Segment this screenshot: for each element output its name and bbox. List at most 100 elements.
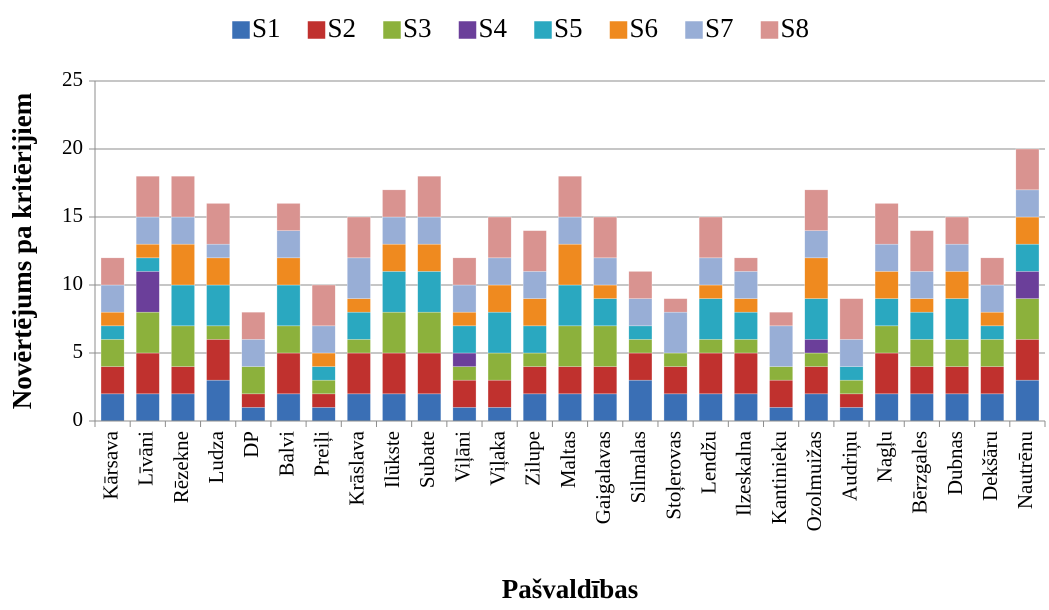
legend-swatch	[684, 20, 704, 40]
bar-segment	[487, 379, 512, 408]
x-tick-label: Stoļerovas	[661, 431, 685, 520]
bar-segment	[522, 271, 547, 299]
bar-segment	[945, 366, 969, 395]
bar-segment	[698, 339, 723, 354]
bar-segment	[522, 325, 547, 354]
bar-segment	[804, 298, 829, 340]
x-tick-label: Līvāni	[134, 431, 158, 486]
bar-segment	[874, 271, 899, 299]
bar-segment	[839, 407, 864, 422]
bar-segment	[346, 257, 371, 299]
bar-segment	[909, 393, 934, 422]
bar-segment	[804, 257, 829, 299]
bar-segment	[487, 311, 512, 354]
bar-segment	[346, 298, 371, 313]
legend-label: S2	[328, 13, 357, 43]
bar-segment	[663, 366, 688, 395]
bar-segment	[311, 352, 336, 367]
bar-segment	[452, 325, 477, 354]
legend-swatch	[231, 20, 251, 40]
legend-label: S4	[479, 13, 508, 43]
bar-segment	[311, 325, 336, 354]
bar-segment	[171, 243, 195, 286]
bar-segment	[734, 311, 758, 340]
bar-segment	[311, 284, 336, 327]
bar-segment	[945, 216, 969, 245]
legend-label: S7	[705, 13, 734, 43]
bar-segment	[980, 257, 1005, 286]
x-tick-label: Ludza	[204, 430, 228, 483]
bar-segment	[945, 298, 969, 340]
x-tick-label: Krāslava	[345, 430, 369, 505]
bar-segment	[382, 311, 406, 354]
y-tick-label: 20	[62, 135, 83, 159]
bar-segment	[945, 393, 969, 422]
bar-segment	[206, 243, 231, 259]
legend-label: S1	[252, 13, 281, 43]
bar-segment	[135, 271, 160, 313]
x-tick-label: Bērzgales	[908, 431, 932, 514]
x-tick-label: Silmalas	[626, 431, 650, 503]
bar-segment	[734, 257, 758, 272]
bar-segment	[734, 271, 758, 299]
bar-segment	[417, 271, 442, 313]
x-tick-label: DP	[239, 431, 263, 458]
bar-segment	[241, 366, 266, 395]
legend-label: S6	[630, 13, 659, 43]
bar-segment	[804, 393, 829, 422]
bar-segment	[171, 216, 195, 245]
bar-segment	[1015, 216, 1040, 245]
bar-segment	[980, 325, 1005, 340]
bar-segment	[100, 257, 125, 286]
bar-segment	[100, 311, 125, 327]
y-tick-label: 15	[62, 203, 83, 227]
bar-segment	[522, 230, 547, 272]
bar-segment	[171, 366, 195, 395]
bar-segment	[487, 216, 512, 259]
bar-segment	[698, 284, 723, 299]
x-tick-label: Preiļi	[310, 431, 334, 477]
bar-segment	[839, 298, 864, 340]
bar-segment	[558, 393, 582, 422]
bar-segment	[522, 393, 547, 422]
bar-segment	[628, 352, 653, 381]
bar-segment	[593, 257, 618, 286]
bar-segment	[100, 366, 125, 395]
bar-segment	[593, 325, 618, 367]
bar-segment	[734, 393, 758, 422]
bar-segment	[909, 271, 934, 299]
bar-segment	[698, 352, 723, 395]
bar-segment	[417, 352, 442, 395]
bar-segment	[980, 366, 1005, 395]
bar-segment	[417, 243, 442, 272]
bar-segment	[346, 339, 371, 354]
bar-segment	[100, 393, 125, 422]
x-tick-label: Kārsava	[98, 430, 122, 499]
bar-segment	[487, 407, 512, 422]
bar-segment	[452, 366, 477, 381]
bar-segment	[1015, 189, 1040, 218]
bar-segment	[980, 393, 1005, 422]
legend-label: S3	[403, 13, 432, 43]
bar-segment	[346, 311, 371, 340]
bar-segment	[417, 216, 442, 245]
bar-segment	[382, 216, 406, 245]
bar-segment	[769, 325, 794, 367]
bar-segment	[593, 393, 618, 422]
bar-segment	[346, 352, 371, 395]
bar-segment	[346, 393, 371, 422]
bar-segment	[135, 175, 160, 218]
bar-segment	[698, 298, 723, 340]
bar-segment	[558, 325, 582, 367]
bar-segment	[558, 175, 582, 218]
bar-segment	[135, 243, 160, 259]
bar-segment	[558, 284, 582, 327]
x-tick-label: Ilzeskalna	[732, 430, 756, 516]
bar-segment	[1015, 243, 1040, 272]
bar-segment	[909, 298, 934, 313]
bar-segment	[452, 284, 477, 313]
bar-segment	[980, 284, 1005, 313]
bar-segment	[382, 189, 406, 218]
x-tick-label: Nautrēnu	[1013, 431, 1037, 510]
bar-segment	[839, 366, 864, 381]
